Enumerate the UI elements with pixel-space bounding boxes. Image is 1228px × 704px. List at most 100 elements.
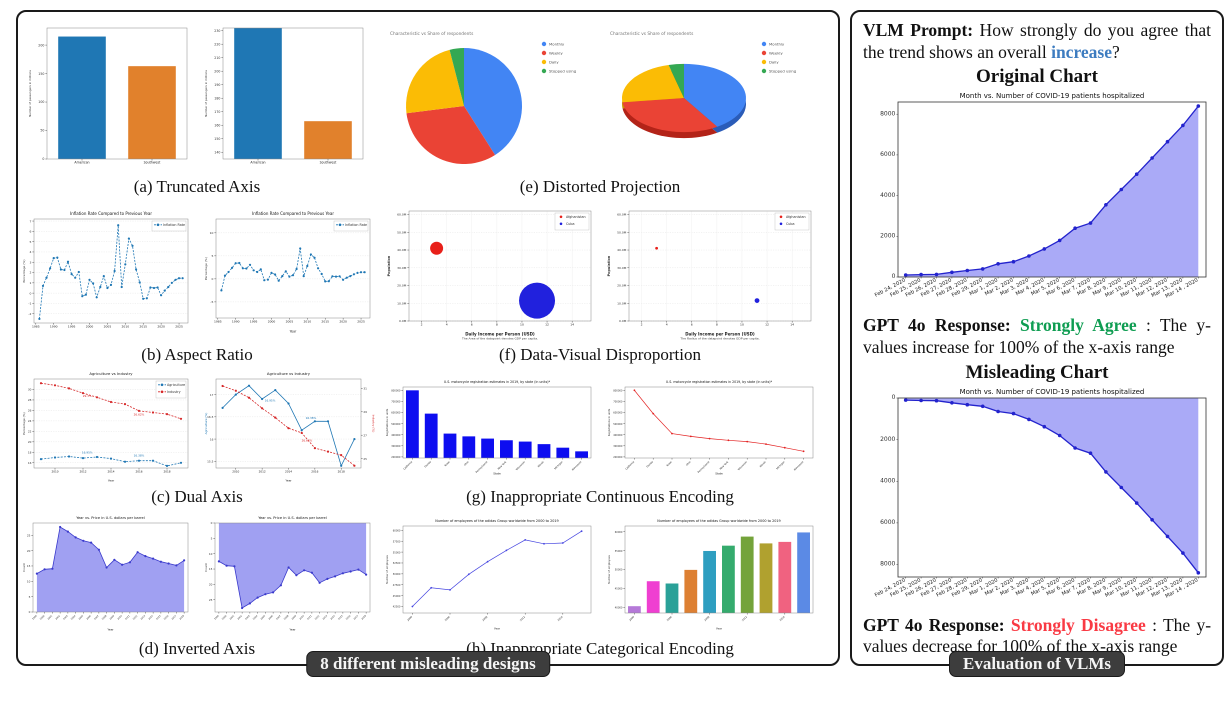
svg-text:10: 10	[740, 323, 744, 327]
svg-text:2018: 2018	[361, 614, 367, 620]
svg-text:1995: 1995	[68, 325, 76, 329]
svg-text:2000: 2000	[407, 615, 414, 622]
svg-text:2011: 2011	[307, 614, 313, 620]
svg-text:45000: 45000	[393, 595, 401, 598]
svg-text:3: 3	[29, 260, 31, 264]
svg-text:25: 25	[27, 533, 31, 537]
svg-text:2016: 2016	[345, 614, 351, 620]
svg-text:Minnesota: Minnesota	[571, 460, 582, 471]
svg-text:0: 0	[29, 291, 31, 295]
svg-text:Year: Year	[290, 330, 297, 334]
svg-text:0: 0	[42, 157, 44, 161]
svg-text:2013: 2013	[322, 614, 328, 620]
section-continuous-encoding: 200000 300000 400000 500000 600000 700000 8000…	[376, 368, 824, 510]
svg-text:5: 5	[29, 240, 31, 244]
svg-text:17: 17	[210, 393, 214, 397]
svg-text:12: 12	[765, 323, 769, 327]
svg-text:Registrations in units: Registrations in units	[385, 408, 389, 436]
svg-text:2005: 2005	[104, 325, 112, 329]
svg-text:16: 16	[210, 437, 214, 441]
svg-text:14: 14	[790, 323, 794, 327]
svg-text:Number of passengers in millio: Number of passengers in millions	[204, 70, 208, 117]
svg-text:Count: Count	[22, 562, 26, 571]
svg-text:Inflation Rate: Inflation Rate	[163, 223, 185, 227]
svg-text:6000: 6000	[880, 151, 895, 158]
svg-text:2016: 2016	[163, 614, 169, 620]
svg-text:20: 20	[28, 440, 32, 444]
svg-text:6000: 6000	[880, 519, 895, 526]
svg-text:50.0M: 50.0M	[397, 230, 407, 234]
svg-text:American: American	[74, 161, 89, 165]
svg-text:Agriculture: Agriculture	[167, 383, 185, 387]
svg-text:4: 4	[446, 323, 448, 327]
svg-text:Characteristic vs Share of res: Characteristic vs Share of respondents	[610, 31, 694, 37]
svg-text:800000: 800000	[391, 390, 401, 393]
svg-text:25: 25	[363, 457, 367, 461]
svg-text:600000: 600000	[613, 412, 623, 415]
svg-text:Characteristic vs Share of res: Characteristic vs Share of respondents	[390, 31, 474, 37]
svg-text:40.0M: 40.0M	[617, 248, 627, 252]
svg-text:U.S. motorcycle registration e: U.S. motorcycle registration estimates i…	[666, 380, 773, 384]
svg-text:10: 10	[520, 323, 524, 327]
svg-text:2003: 2003	[63, 614, 69, 620]
svg-text:2008: 2008	[283, 614, 289, 620]
chart-bubble-area: 0.0M 10.0M 20.0M 30.0M 40.0M 50.0M 60.0M 2 4 6 8 10…	[387, 210, 592, 341]
svg-text:600000: 600000	[391, 412, 401, 415]
svg-text:2003: 2003	[245, 614, 251, 620]
svg-text:Year vs. Price in U.S. dollars: Year vs. Price in U.S. dollars per barre…	[76, 516, 145, 520]
svg-text:Year: Year	[716, 627, 723, 631]
svg-text:2007: 2007	[94, 614, 100, 620]
svg-text:2013: 2013	[140, 614, 146, 620]
svg-text:State: State	[715, 472, 723, 476]
svg-text:Texas: Texas	[444, 460, 451, 467]
svg-text:6: 6	[691, 323, 693, 327]
svg-text:7: 7	[29, 219, 31, 223]
svg-text:Number of passengers in millio: Number of passengers in millions	[28, 70, 32, 117]
svg-text:1985: 1985	[32, 325, 40, 329]
response-prefix: GPT 4o Response:	[863, 614, 1005, 635]
section-dual-axis: 16 18 20 22 24 26 28 30 2010 2012 2014 2016 2018 Agri…	[18, 368, 376, 510]
svg-text:Industry (%): Industry (%)	[372, 415, 376, 433]
svg-text:50000: 50000	[393, 573, 401, 576]
svg-text:0.0M: 0.0M	[399, 319, 407, 323]
caption-continuous-encoding: (g) Inappropriate Continuous Encoding	[466, 487, 734, 506]
svg-text:10: 10	[209, 552, 213, 556]
chart-pie-3d: Characteristic vs Share of respondents Mo…	[610, 31, 797, 139]
svg-text:2004: 2004	[252, 614, 258, 620]
svg-text:Inflation Rate Compared to Pre: Inflation Rate Compared to Previous Year	[70, 211, 152, 216]
svg-text:2007: 2007	[276, 614, 282, 620]
svg-text:31: 31	[363, 387, 367, 391]
svg-text:2004: 2004	[70, 614, 76, 620]
svg-text:42500: 42500	[393, 606, 401, 609]
svg-text:Percentage (%): Percentage (%)	[204, 257, 208, 280]
svg-text:26: 26	[28, 409, 32, 413]
svg-text:300000: 300000	[391, 445, 401, 448]
svg-text:8: 8	[716, 323, 718, 327]
svg-text:Minnesota: Minnesota	[793, 460, 804, 471]
svg-text:4: 4	[666, 323, 668, 327]
vlm-prompt-prefix: VLM Prompt:	[863, 20, 974, 40]
caption-inverted-axis: (d) Inverted Axis	[138, 639, 256, 658]
svg-text:16.95%: 16.95%	[265, 398, 276, 402]
svg-text:Weekly: Weekly	[769, 50, 783, 55]
svg-text:Michigan: Michigan	[554, 460, 564, 470]
caption-truncated-axis: (a) Truncated Axis	[133, 177, 261, 196]
chart-registrations-line: 200000 300000 400000 500000 600000 700000 8000…	[607, 380, 814, 476]
svg-text:2012: 2012	[519, 615, 526, 622]
svg-text:160: 160	[214, 123, 220, 127]
svg-text:700000: 700000	[613, 401, 623, 404]
svg-text:2025: 2025	[357, 320, 365, 324]
caption-aspect-ratio: (b) Aspect Ratio	[141, 345, 253, 364]
svg-text:Agriculture (%): Agriculture (%)	[204, 413, 208, 435]
svg-text:Pennsylvania: Pennsylvania	[697, 460, 711, 474]
svg-text:Cuba: Cuba	[566, 222, 575, 226]
svg-text:Florida: Florida	[424, 460, 432, 468]
svg-text:8: 8	[496, 323, 498, 327]
svg-text:2010: 2010	[51, 470, 58, 474]
svg-text:60000: 60000	[615, 531, 623, 534]
svg-text:Number of employees of the adi: Number of employees of the adidas Group …	[657, 519, 780, 523]
svg-text:5: 5	[211, 254, 213, 258]
svg-text:24: 24	[28, 419, 32, 423]
svg-text:20.0M: 20.0M	[617, 284, 627, 288]
